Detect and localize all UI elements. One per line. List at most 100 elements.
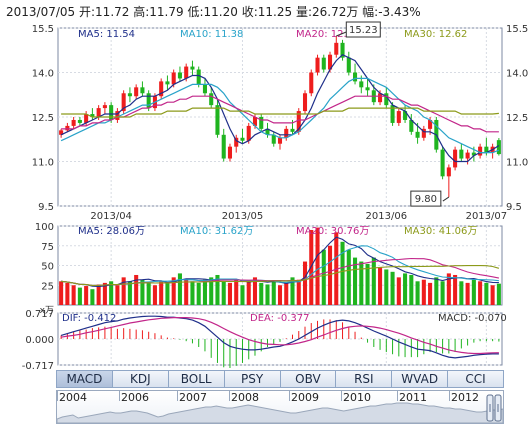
- volume-ma-label: MA5: 28.06万: [78, 226, 145, 237]
- candle-body: [334, 42, 339, 55]
- dea-line: [60, 317, 499, 355]
- open-value: 11.72: [95, 5, 130, 19]
- volume-bar: [403, 273, 408, 305]
- timeline-year-label: 2012: [451, 391, 479, 404]
- timeline-year-label: 2004: [59, 391, 87, 404]
- volume-bar: [115, 285, 120, 305]
- timeline-tick: [397, 391, 398, 401]
- candle-body: [321, 57, 326, 70]
- volume-bar: [321, 249, 326, 305]
- volume-ma-line: [61, 264, 500, 286]
- ma-line-ma20: [61, 95, 499, 133]
- volume-bar: [227, 282, 233, 305]
- tab-kdj[interactable]: KDJ: [111, 370, 168, 388]
- tab-macd[interactable]: MACD: [56, 370, 112, 388]
- y-tick-label: 12.5: [32, 113, 54, 124]
- candle-body: [465, 152, 470, 159]
- volume-bar: [127, 281, 132, 305]
- candle-body: [403, 111, 408, 120]
- candle-body: [146, 93, 151, 109]
- ma-line-ma30: [61, 107, 499, 118]
- candle-body: [115, 111, 120, 120]
- dea-label: DEA: -0.377: [250, 313, 309, 324]
- candle-body: [378, 93, 383, 103]
- candle-body: [259, 117, 264, 129]
- volume-value: 26.72万: [311, 5, 359, 19]
- y-tick-label: 15.5: [32, 24, 54, 35]
- candle-body: [190, 66, 195, 70]
- volume-bar: [415, 281, 420, 305]
- y-tick-label: 9.5: [38, 202, 54, 213]
- volume-bar: [315, 227, 320, 305]
- volume-bar: [453, 274, 458, 305]
- volume-bar: [440, 281, 445, 305]
- volume-bar: [302, 261, 308, 305]
- high-callout-value: 15.23: [349, 25, 378, 36]
- volume-bar: [378, 267, 383, 305]
- timeline-year-label: 2007: [179, 391, 207, 404]
- low-label: 低:: [187, 5, 204, 19]
- x-tick-label: 2013/06: [366, 211, 408, 222]
- x-tick-label: 2013/04: [90, 211, 132, 222]
- volume-bar: [371, 257, 376, 305]
- volume-bar: [196, 282, 201, 305]
- candle-body: [59, 130, 64, 135]
- candle-body: [127, 93, 132, 97]
- volume-bar: [159, 281, 164, 305]
- scroll-handle[interactable]: [486, 394, 502, 422]
- volume-bar: [359, 261, 364, 305]
- candle-body: [453, 149, 458, 168]
- timeline-tick: [449, 391, 450, 401]
- volume-bar: [140, 279, 145, 305]
- candle-body: [346, 57, 351, 73]
- tab-cci[interactable]: CCI: [447, 370, 504, 388]
- y-tick-label: 11.0: [32, 158, 54, 169]
- timeline-area: [57, 402, 503, 423]
- volume-bar: [309, 229, 314, 305]
- timeline-tick: [341, 391, 342, 401]
- volume-bar: [446, 273, 451, 305]
- volume-bar: [271, 281, 276, 305]
- volume-label: 量:: [295, 5, 312, 19]
- timeline-tick: [57, 391, 58, 401]
- volume-tick-label: 75: [41, 242, 54, 253]
- candle-body: [496, 140, 501, 155]
- tab-obv[interactable]: OBV: [279, 370, 336, 388]
- candle-body: [196, 69, 201, 85]
- y-tick-label-right: 15.5: [506, 24, 528, 35]
- candle-body: [215, 105, 220, 135]
- y-tick-label-right: 14.0: [506, 69, 528, 80]
- volume-bar: [134, 274, 139, 305]
- candle-body: [365, 87, 370, 91]
- tab-boll[interactable]: BOLL: [167, 370, 224, 388]
- volume-bar: [152, 285, 157, 305]
- tab-wvad[interactable]: WVAD: [391, 370, 448, 388]
- volume-bar: [478, 281, 483, 305]
- close-label: 收:: [241, 5, 258, 19]
- candle-body: [90, 114, 95, 117]
- candle-body: [421, 128, 426, 138]
- volume-bar: [234, 279, 239, 305]
- y-tick-label-right: 9.5: [506, 202, 522, 213]
- volume-bar: [109, 281, 114, 305]
- candle-body: [84, 114, 89, 123]
- tab-psy[interactable]: PSY: [223, 370, 280, 388]
- candle-body: [102, 105, 107, 109]
- chart-canvas[interactable]: 15.5 15.514.0 14.012.5 12.511.0 11.09.5 9.520…: [0, 0, 532, 370]
- volume-bar: [84, 286, 89, 305]
- y-tick-label-right: 11.0: [506, 158, 528, 169]
- candle-body: [159, 81, 164, 97]
- volume-bar: [471, 279, 476, 305]
- volume-bar: [340, 241, 345, 305]
- candle-body: [277, 137, 283, 144]
- tab-rsi[interactable]: RSI: [335, 370, 392, 388]
- volume-bar: [184, 278, 189, 305]
- volume-bar: [171, 277, 176, 305]
- candle-body: [459, 149, 464, 159]
- timeline-navigator[interactable]: 2004 2006 2007 2008 2009 2010 2011 2012: [56, 390, 504, 424]
- volume-bar: [409, 274, 414, 305]
- candle-body: [240, 137, 245, 141]
- volume-bar: [296, 279, 301, 305]
- timeline-tick: [177, 391, 178, 401]
- candle-body: [290, 128, 295, 132]
